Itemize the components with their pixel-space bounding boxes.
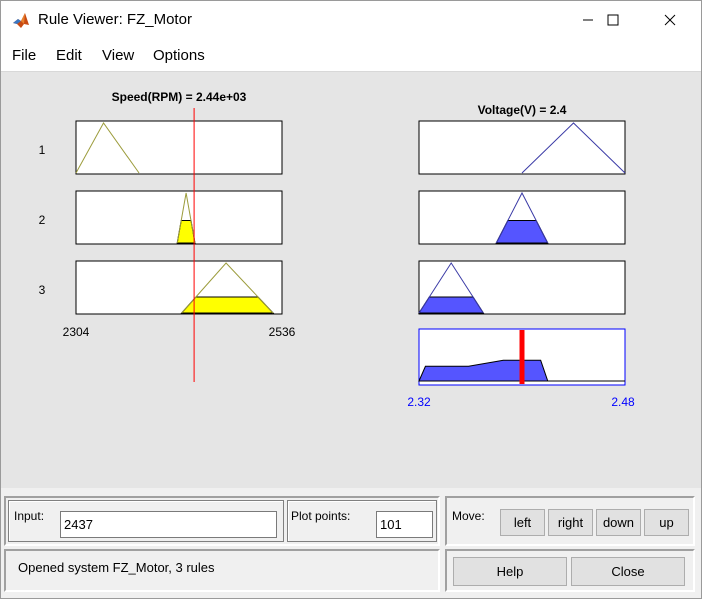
output-range-max-label: 2.48 <box>611 395 635 409</box>
output-mf-curve <box>495 191 549 244</box>
plot-points-label: Plot points: <box>291 509 351 523</box>
menu-bar: File Edit View Options <box>1 39 701 72</box>
move-label: Move: <box>452 509 485 523</box>
rule-number-label[interactable]: 2 <box>39 213 46 227</box>
rule-number-label[interactable]: 1 <box>39 143 46 157</box>
move-down-button[interactable]: down <box>596 509 641 536</box>
move-right-button[interactable]: right <box>548 509 593 536</box>
rule-plot-group <box>75 120 626 386</box>
input-panel: Input: Plot points: <box>4 496 440 546</box>
status-message: Opened system FZ_Motor, 3 rules <box>18 560 215 575</box>
rule-number-label[interactable]: 3 <box>39 283 46 297</box>
menu-options[interactable]: Options <box>153 47 205 64</box>
close-icon <box>664 14 676 26</box>
help-close-panel: Help Close <box>445 549 695 592</box>
menu-edit[interactable]: Edit <box>56 47 82 64</box>
output-range-min-label: 2.32 <box>407 395 431 409</box>
close-window-button[interactable] <box>647 1 693 39</box>
title-bar: Rule Viewer: FZ_Motor <box>1 1 701 39</box>
plot-points-group: Plot points: <box>287 500 437 542</box>
close-button[interactable]: Close <box>571 557 685 586</box>
output-variable-header: Voltage(V) = 2.4 <box>478 103 567 117</box>
output-mf-plot[interactable] <box>418 120 626 175</box>
minimize-icon <box>583 19 593 21</box>
status-panel <box>4 549 440 592</box>
window-title: Rule Viewer: FZ_Motor <box>38 11 192 28</box>
input-mf-plot[interactable] <box>75 120 283 175</box>
rule-plots: Speed(RPM) = 2.44e+03 Voltage(V) = 2.4 1… <box>39 90 635 409</box>
help-button[interactable]: Help <box>453 557 567 586</box>
move-panel: Move: left right down up <box>445 496 695 546</box>
maximize-button[interactable] <box>590 1 636 39</box>
control-panel: Input: Plot points: Move: left right dow… <box>1 488 701 598</box>
input-range-min-label: 2304 <box>63 325 90 339</box>
output-mf-curve <box>521 122 626 174</box>
input-mf-curve <box>176 192 196 244</box>
input-range-max-label: 2536 <box>269 325 296 339</box>
input-mf-curve <box>75 122 140 174</box>
move-up-button[interactable]: up <box>644 509 689 536</box>
input-fired-area <box>180 296 275 314</box>
input-mf-curve <box>181 262 274 314</box>
output-fired-area <box>418 296 485 314</box>
input-label: Input: <box>14 509 45 523</box>
matlab-icon <box>12 11 30 29</box>
output-mf-curve <box>418 262 484 314</box>
maximize-icon <box>607 14 619 26</box>
input-variable-header: Speed(RPM) = 2.44e+03 <box>112 90 247 104</box>
input-group: Input: <box>8 500 284 542</box>
move-left-button[interactable]: left <box>500 509 545 536</box>
input-field[interactable] <box>60 511 277 538</box>
rule-plot-area: Speed(RPM) = 2.44e+03 Voltage(V) = 2.4 1… <box>1 72 701 488</box>
minimize-button[interactable] <box>565 1 611 39</box>
plot-points-field[interactable] <box>376 511 433 538</box>
menu-file[interactable]: File <box>12 47 37 64</box>
menu-view[interactable]: View <box>102 47 135 64</box>
